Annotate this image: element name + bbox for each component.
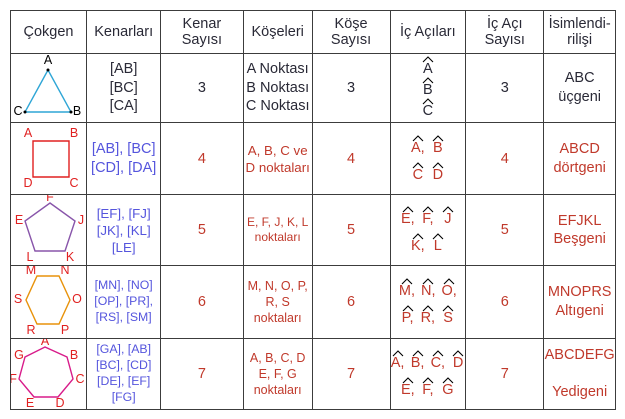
svg-text:M: M [25,266,35,277]
svg-text:O: O [72,292,82,306]
svg-text:C: C [69,176,78,190]
svg-text:A: A [43,54,52,67]
svg-text:J: J [77,213,83,227]
svg-text:D: D [23,176,32,190]
svg-text:E: E [14,213,22,227]
svg-text:C: C [13,104,22,118]
svg-text:S: S [13,292,21,306]
svg-text:R: R [26,323,35,337]
svg-text:C: C [75,372,84,386]
svg-text:B: B [69,126,77,140]
svg-text:B: B [69,348,77,362]
svg-text:K: K [65,250,74,264]
svg-text:F: F [46,195,54,204]
svg-text:L: L [26,250,33,264]
svg-text:B: B [72,104,80,118]
svg-text:A: A [40,339,49,348]
svg-text:G: G [14,348,24,362]
svg-text:N: N [60,266,69,277]
svg-text:E: E [25,396,33,410]
svg-text:D: D [55,396,64,410]
svg-text:F: F [11,372,17,386]
svg-text:P: P [60,323,68,337]
svg-text:A: A [23,126,32,140]
